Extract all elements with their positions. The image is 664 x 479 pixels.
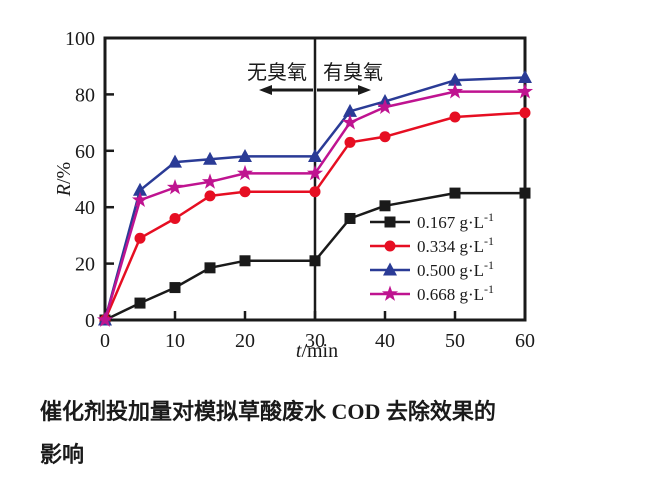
star-marker (376, 98, 394, 114)
circle-marker (379, 131, 391, 143)
figure-caption: 催化剂投加量对模拟草酸废水 COD 去除效果的 影响 (40, 390, 640, 476)
left-arrow-head-icon (259, 85, 272, 95)
y-tick-label: 0 (85, 310, 95, 332)
legend-entry: 0.500 g·L-1 (370, 258, 494, 280)
star-icon (381, 285, 399, 301)
legend-label: 0.500 g·L-1 (417, 258, 494, 280)
triangle-marker (448, 72, 462, 86)
star-marker (306, 164, 324, 181)
x-tick-label: 10 (165, 330, 185, 352)
series-line (104, 191, 525, 322)
star-marker (341, 114, 359, 130)
y-tick-label: 60 (75, 141, 95, 163)
legend-label: 0.668 g·L-1 (417, 282, 494, 304)
series-line (103, 90, 525, 321)
square-marker (134, 297, 146, 309)
circle-icon (384, 240, 396, 252)
series-line (103, 76, 526, 321)
circle-marker (239, 186, 251, 198)
series-0.668 (96, 83, 534, 327)
legend-label: 0.334 g·L-1 (417, 234, 494, 256)
circle-marker (519, 107, 531, 119)
x-tick-label: 50 (445, 330, 465, 352)
square-marker (344, 212, 356, 224)
star-marker (201, 173, 219, 189)
circle-marker (344, 136, 356, 148)
triangle-marker (308, 148, 322, 162)
legend-label: 0.167 g·L-1 (417, 210, 494, 232)
star-marker (516, 83, 534, 99)
legend: 0.167 g·L-10.334 g·L-10.500 g·L-10.668 g… (370, 210, 494, 304)
x-tick-label: 0 (100, 330, 110, 352)
figure-caption-line1: 催化剂投加量对模拟草酸废水 COD 去除效果的 (40, 399, 496, 424)
legend-entry: 0.668 g·L-1 (370, 282, 494, 304)
star-marker (96, 311, 114, 327)
legend-entry: 0.167 g·L-1 (370, 210, 494, 232)
legend-entry: 0.334 g·L-1 (370, 234, 494, 256)
y-tick-label: 20 (75, 254, 95, 276)
square-marker (379, 200, 391, 212)
triangle-marker (238, 148, 252, 162)
x-tick-label: 60 (515, 330, 535, 352)
triangle-marker (343, 103, 357, 117)
series-0.334 (99, 107, 531, 326)
no-ozone-label: 无臭氧 (247, 61, 307, 84)
triangle-marker (518, 69, 532, 83)
y-axis-title: R/% (53, 162, 75, 197)
square-marker (204, 262, 216, 274)
y-tick-label: 100 (65, 28, 95, 50)
square-marker (239, 255, 251, 267)
square-marker (169, 282, 181, 294)
x-tick-label: 30 (305, 330, 325, 352)
star-marker (131, 191, 149, 208)
circle-marker (449, 111, 461, 123)
square-marker (449, 187, 461, 199)
figure-caption-line2: 影响 (40, 442, 85, 467)
with-ozone-label: 有臭氧 (323, 61, 383, 84)
ozone-annotations: 无臭氧 有臭氧 (247, 61, 383, 95)
series-line (103, 111, 526, 321)
triangle-marker (133, 182, 147, 196)
star-marker (166, 178, 184, 195)
square-marker (519, 187, 531, 199)
star-marker (446, 83, 464, 99)
triangle-marker (203, 151, 217, 165)
y-tick-label: 80 (75, 84, 95, 106)
square-marker (309, 255, 321, 267)
circle-marker (204, 190, 216, 202)
y-tick-label: 40 (75, 197, 95, 219)
x-tick-label: 40 (375, 330, 395, 352)
triangle-marker (168, 154, 182, 168)
x-tick-label: 20 (235, 330, 255, 352)
axis-ticks: 0 10 20 30 40 50 60 0 20 40 60 80 100 (65, 28, 535, 352)
triangle-icon (383, 262, 397, 276)
square-icon (384, 216, 396, 228)
right-arrow-head-icon (358, 85, 371, 95)
circle-marker (169, 212, 181, 224)
star-marker (236, 164, 254, 181)
circle-marker (309, 186, 321, 198)
x-axis-title: t/min (296, 340, 338, 362)
circle-marker (134, 232, 146, 244)
